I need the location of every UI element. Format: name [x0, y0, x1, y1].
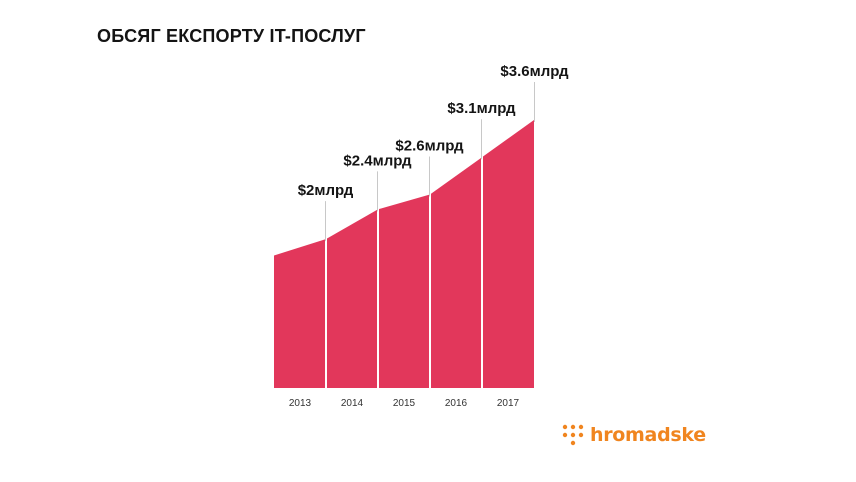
data-label-2013: $2млрд — [298, 182, 354, 199]
area-segment-2013 — [274, 239, 325, 388]
x-tick-label-2014: 2014 — [341, 398, 364, 409]
area-segment-2014 — [327, 209, 377, 388]
area-segment-2015 — [379, 194, 429, 388]
area-segment-2017 — [483, 120, 534, 388]
data-label-2017: $3.6млрд — [500, 63, 569, 80]
data-label-2014: $2.4млрд — [343, 152, 412, 169]
x-tick-label-2015: 2015 — [393, 398, 416, 409]
logo-text: hromadske — [590, 423, 706, 446]
chart-title: ОБСЯГ ЕКСПОРТУ IT-ПОСЛУГ — [97, 26, 366, 46]
x-tick-label-2017: 2017 — [497, 398, 520, 409]
x-tick-label-2016: 2016 — [445, 398, 468, 409]
hromadske-logo: hromadske — [562, 424, 706, 446]
data-label-2015: $2.6млрд — [395, 137, 464, 154]
data-label-2016: $3.1млрд — [447, 100, 516, 117]
area-segment-2016 — [431, 157, 481, 388]
x-tick-label-2013: 2013 — [289, 398, 312, 409]
dot-grid-logo-icon — [562, 424, 584, 446]
